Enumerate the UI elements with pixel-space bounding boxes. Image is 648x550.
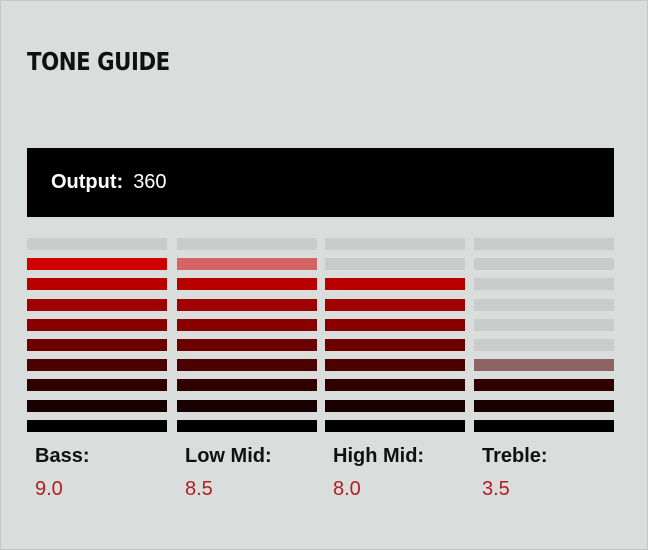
meter-segment (177, 339, 317, 351)
band-label: Low Mid: 8.5 (185, 445, 325, 501)
output-panel: Output: 360 (27, 148, 614, 217)
meter-segment (177, 318, 317, 331)
meter-segment (325, 278, 465, 291)
meter-segment (474, 339, 614, 351)
meter-segment (325, 298, 465, 311)
band-value: 9.0 (35, 478, 63, 500)
meter-segment (474, 379, 614, 392)
meter-segment (177, 238, 317, 250)
meter-segment (325, 379, 465, 392)
meter-segment (177, 359, 317, 372)
meter-segment (325, 419, 465, 432)
meter-segment (325, 359, 465, 372)
meter-segment (27, 339, 167, 351)
output-value: 360 (133, 171, 167, 193)
meter-segment (325, 399, 465, 412)
meter-segment (27, 298, 167, 311)
output-label: Output: (51, 171, 124, 193)
band-name: Treble: (482, 445, 548, 467)
meter-segment (474, 238, 614, 250)
meter-segment (27, 419, 167, 432)
meter-segment (474, 318, 614, 331)
meter-segment (474, 419, 614, 432)
meter-segment (474, 399, 614, 412)
band-label: Bass: 9.0 (35, 445, 175, 501)
band-name: High Mid: (333, 445, 425, 467)
meter-segment (27, 318, 167, 331)
meter-segment (474, 298, 614, 311)
band-value: 8.5 (185, 478, 213, 500)
meter-segment (27, 258, 167, 271)
band-value: 3.5 (482, 478, 510, 500)
band-label: Treble: 3.5 (482, 445, 622, 501)
band-value: 8.0 (333, 478, 361, 500)
meter-segment (177, 278, 317, 291)
meter-segment (177, 419, 317, 432)
meter-segment (325, 339, 465, 351)
meter-segment (27, 359, 167, 372)
meter-segment (177, 379, 317, 392)
meter-segment (177, 258, 317, 271)
meter-segment (177, 298, 317, 311)
meter-segment (474, 278, 614, 291)
meter-segment (325, 238, 465, 250)
meter-segment (474, 359, 614, 372)
band-name: Low Mid: (185, 445, 272, 467)
band-name: Bass: (35, 445, 90, 467)
meter-segment (325, 258, 465, 271)
meter-segment (177, 399, 317, 412)
band-label: High Mid: 8.0 (333, 445, 473, 501)
tone-meters (27, 238, 614, 432)
meter-segment (27, 399, 167, 412)
meter-segment (27, 379, 167, 392)
meter-segment (27, 278, 167, 291)
page-title: TONE GUIDE (27, 47, 170, 76)
meter-segment (325, 318, 465, 331)
meter-segment (474, 258, 614, 271)
meter-segment (27, 238, 167, 250)
